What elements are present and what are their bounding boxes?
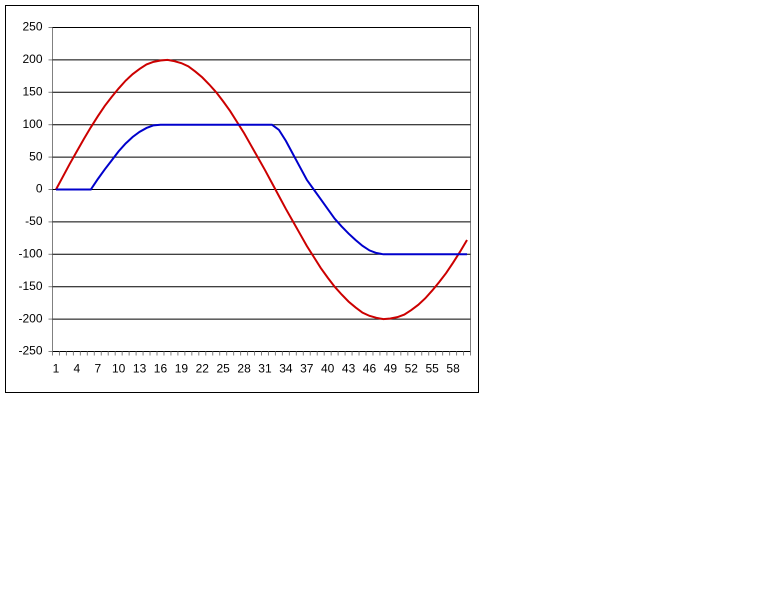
x-tick-label: 49 [384, 362, 398, 376]
series-line [55, 123, 468, 256]
x-tick-label: 4 [74, 362, 81, 376]
x-tick-label: 1 [53, 362, 60, 376]
x-tick-label: 31 [258, 362, 272, 376]
y-tick-label: -150 [18, 279, 42, 293]
x-tick-label: 37 [300, 362, 314, 376]
x-tick-label: 7 [94, 362, 101, 376]
y-tick-label: -200 [18, 311, 42, 325]
y-tick-label: 150 [22, 84, 42, 98]
x-tick-label: 28 [237, 362, 251, 376]
series-line [55, 58, 468, 321]
x-tick-label: 22 [196, 362, 210, 376]
x-tick-label: 16 [154, 362, 168, 376]
x-tick-label: 19 [175, 362, 189, 376]
x-tick-label: 34 [279, 362, 293, 376]
x-tick-label: 40 [321, 362, 335, 376]
x-tick-label: 10 [112, 362, 126, 376]
x-tick-label: 25 [217, 362, 231, 376]
x-tick-label: 52 [405, 362, 419, 376]
y-tick-label: 250 [22, 20, 42, 34]
x-tick-label: 55 [426, 362, 440, 376]
y-tick-label: 50 [29, 149, 43, 163]
y-tick-label: 100 [22, 117, 42, 131]
x-tick-label: 43 [342, 362, 356, 376]
y-tick-label: -100 [18, 246, 42, 260]
x-tick-label: 13 [133, 362, 147, 376]
x-tick-label: 46 [363, 362, 377, 376]
x-tick-label: 58 [446, 362, 460, 376]
y-tick-label: -250 [18, 344, 42, 358]
y-tick-label: 0 [36, 182, 43, 196]
y-tick-label: -50 [25, 214, 43, 228]
y-tick-label: 200 [22, 52, 42, 66]
